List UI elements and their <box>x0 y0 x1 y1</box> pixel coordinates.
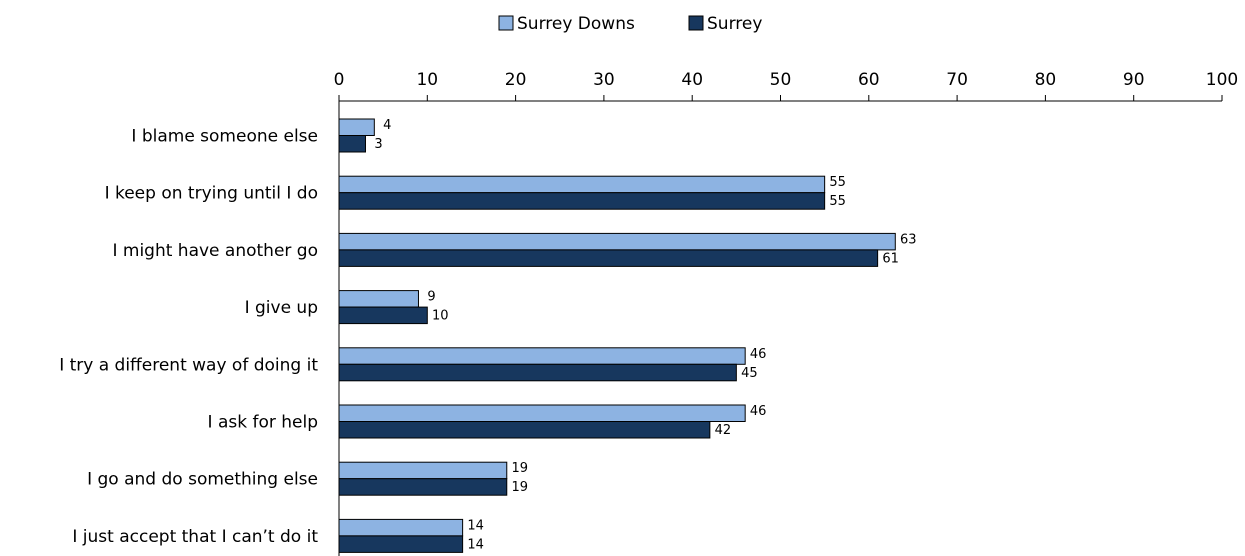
x-tick-label: 90 <box>1123 70 1145 90</box>
x-tick-label: 0 <box>334 70 345 90</box>
category-label-2: I keep on trying until I do <box>105 184 318 204</box>
legend-swatch-2 <box>689 16 703 30</box>
data-label-surrey-3: 61 <box>882 251 899 266</box>
x-tick-label: 50 <box>770 70 792 90</box>
data-label-surrey-6: 42 <box>715 423 732 438</box>
legend: Surrey Downs Surrey <box>499 14 762 34</box>
category-labels: I blame someone else I keep on trying unt… <box>59 127 318 547</box>
bar-surrey-3 <box>339 250 878 267</box>
x-tick-label: 80 <box>1035 70 1057 90</box>
legend-label-1: Surrey Downs <box>517 14 635 34</box>
bar-surrey-downs-8 <box>339 519 463 536</box>
category-label-6: I ask for help <box>208 413 318 433</box>
data-label-surrey-2: 55 <box>829 194 846 209</box>
bar-surrey-2 <box>339 193 825 210</box>
x-tick-label: 70 <box>946 70 968 90</box>
x-tick-label: 100 <box>1206 70 1238 90</box>
bar-surrey-downs-3 <box>339 233 895 250</box>
bar-surrey-downs-5 <box>339 348 745 365</box>
data-label-surrey-downs-8: 14 <box>467 518 484 533</box>
bar-surrey-downs-6 <box>339 405 745 422</box>
category-label-1: I blame someone else <box>131 127 318 147</box>
legend-swatch-1 <box>499 16 513 30</box>
x-tick-label: 20 <box>505 70 527 90</box>
legend-label-2: Surrey <box>707 14 762 34</box>
data-label-surrey-downs-2: 55 <box>829 175 846 190</box>
data-label-surrey-downs-6: 46 <box>750 404 767 419</box>
data-label-surrey-5: 45 <box>741 366 758 381</box>
category-label-4: I give up <box>245 298 318 318</box>
data-label-surrey-4: 10 <box>432 309 449 324</box>
category-label-3: I might have another go <box>112 241 318 261</box>
bar-surrey-7 <box>339 479 507 496</box>
data-label-surrey-8: 14 <box>467 537 484 552</box>
x-tick-label: 40 <box>681 70 703 90</box>
data-label-surrey-downs-5: 46 <box>750 347 767 362</box>
data-label-surrey-1: 3 <box>374 137 382 152</box>
bar-surrey-1 <box>339 136 365 153</box>
data-label-surrey-downs-4: 9 <box>427 290 435 305</box>
bar-surrey-5 <box>339 364 736 381</box>
data-label-surrey-downs-3: 63 <box>900 232 917 247</box>
bar-surrey-downs-4 <box>339 291 418 308</box>
x-tick-label: 60 <box>858 70 880 90</box>
x-tick-label: 30 <box>593 70 615 90</box>
bar-surrey-4 <box>339 307 427 324</box>
bar-surrey-downs-7 <box>339 462 507 479</box>
bar-surrey-6 <box>339 422 710 439</box>
bar-surrey-8 <box>339 536 463 553</box>
bar-surrey-downs-1 <box>339 119 374 136</box>
bar-surrey-downs-2 <box>339 176 825 193</box>
category-label-5: I try a different way of doing it <box>59 355 318 375</box>
data-label-surrey-downs-7: 19 <box>511 461 528 476</box>
x-tick-label: 10 <box>416 70 438 90</box>
data-label-surrey-downs-1: 4 <box>383 118 391 133</box>
category-label-7: I go and do something else <box>87 470 318 490</box>
category-label-8: I just accept that I can’t do it <box>72 527 318 547</box>
data-label-surrey-7: 19 <box>511 480 528 495</box>
